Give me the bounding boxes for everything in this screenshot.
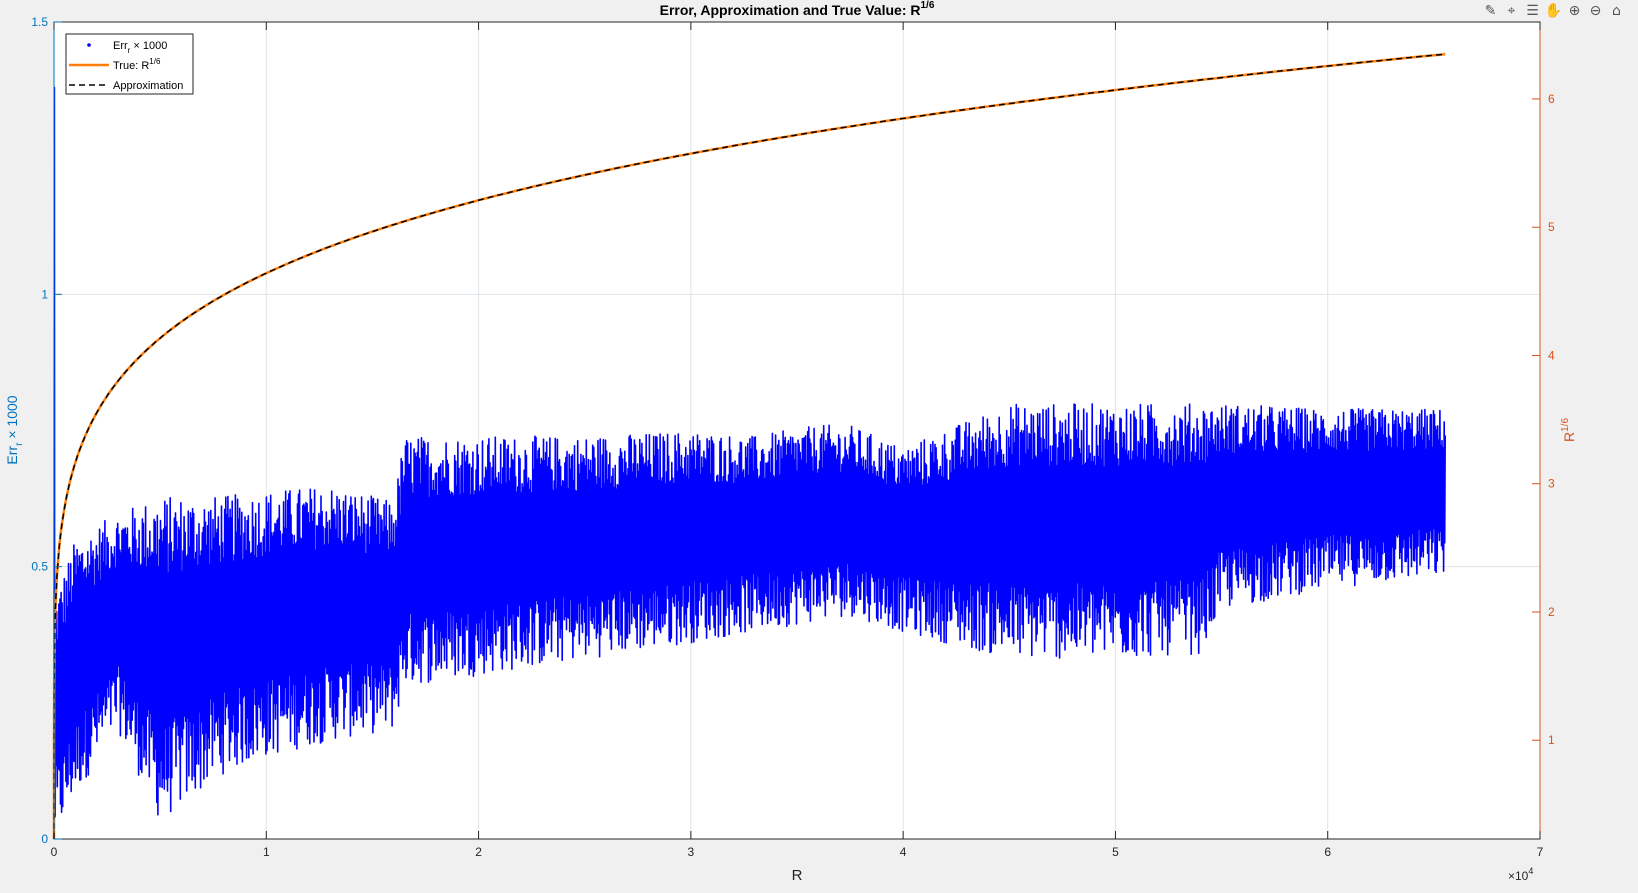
- pan-icon[interactable]: ✋: [1544, 3, 1563, 19]
- x-axis-exponent: ×104: [1508, 866, 1533, 883]
- right-axis-ticks: 1 2 3 4 5 6: [1532, 92, 1555, 747]
- x-tick-label-6: 6: [1324, 845, 1331, 859]
- home-icon[interactable]: ⌂: [1612, 3, 1621, 19]
- left-axis-label: Errr × 1000: [4, 395, 25, 464]
- legend[interactable]: Errr × 1000 True: R1/6 Approximation: [65, 33, 194, 95]
- error-series: [53, 86, 1446, 840]
- left-tick-label-0: 0: [41, 832, 48, 846]
- right-tick-label-3: 4: [1548, 348, 1555, 362]
- right-tick-label-1: 2: [1548, 605, 1555, 619]
- right-tick-label-4: 5: [1548, 220, 1555, 234]
- x-tick-label-0: 0: [51, 845, 58, 859]
- x-tick-label-3: 3: [688, 845, 695, 859]
- x-tick-label-4: 4: [900, 845, 907, 859]
- x-axis-ticks: 0 1 2 3 4 5 6 7: [51, 22, 1544, 859]
- left-tick-label-3: 1.5: [31, 15, 48, 29]
- approximation-series: [53, 53, 1446, 839]
- legend-label-0: Errr × 1000: [113, 40, 167, 55]
- legend-label-2: Approximation: [113, 80, 183, 92]
- brush-icon[interactable]: ✎: [1484, 3, 1497, 19]
- right-axis-label: R1/6: [1560, 418, 1577, 442]
- x-tick-label-1: 1: [263, 845, 270, 859]
- right-tick-label-2: 3: [1548, 477, 1555, 491]
- right-tick-label-5: 6: [1548, 92, 1555, 106]
- left-axis-ticks: 0 0.5 1 1.5: [31, 15, 62, 846]
- error-series-line: [53, 86, 1446, 840]
- x-tick-label-2: 2: [475, 845, 482, 859]
- legend-icon[interactable]: ☰: [1526, 3, 1539, 19]
- x-tick-label-5: 5: [1112, 845, 1119, 859]
- approximation-series-line: [53, 53, 1446, 839]
- legend-marker-0: [87, 43, 91, 47]
- chart-title: Error, Approximation and True Value: R1/…: [660, 0, 935, 18]
- legend-label-1: True: R1/6: [113, 57, 161, 72]
- zoom-in-icon[interactable]: ⊕: [1568, 3, 1581, 19]
- left-tick-label-2: 1: [41, 287, 48, 301]
- x-tick-label-7: 7: [1537, 845, 1544, 859]
- right-tick-label-0: 1: [1548, 733, 1555, 747]
- zoom-out-icon[interactable]: ⊖: [1589, 3, 1602, 19]
- axes-toolbar: ✎ ⌖ ☰ ✋ ⊕ ⊖ ⌂: [1481, 2, 1626, 21]
- x-axis-label: R: [792, 867, 803, 884]
- left-tick-label-1: 0.5: [31, 560, 48, 574]
- data-tips-icon[interactable]: ⌖: [1507, 3, 1516, 19]
